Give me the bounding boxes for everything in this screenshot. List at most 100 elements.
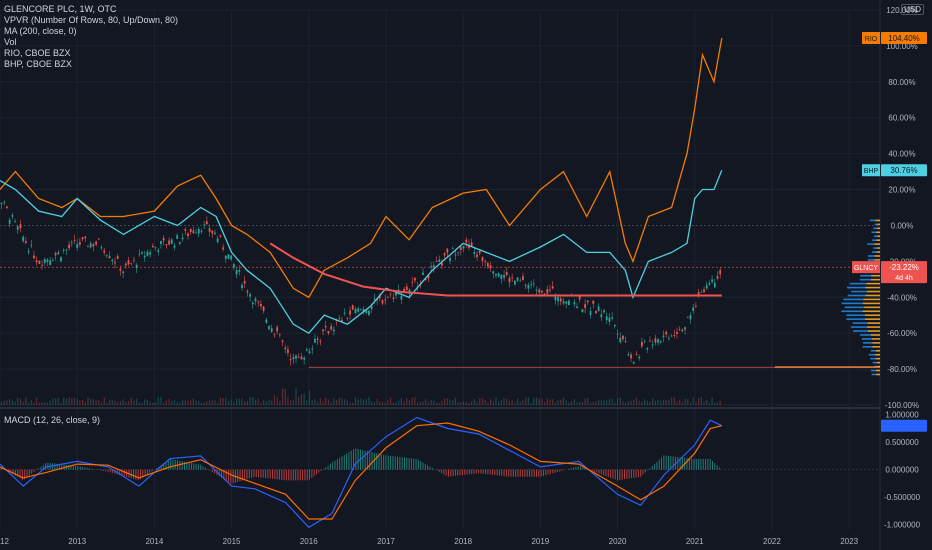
symbol-title[interactable]: GLENCORE PLC, 1W, OTC bbox=[4, 4, 117, 14]
candle-body bbox=[214, 232, 216, 235]
macd-histogram-bar bbox=[230, 469, 232, 484]
signal-line bbox=[0, 422, 722, 520]
candle-body bbox=[449, 257, 451, 262]
volume-bar bbox=[368, 397, 370, 405]
volume-bar bbox=[679, 399, 681, 405]
vpvr-bar-up bbox=[851, 290, 868, 293]
volume-indicator-label[interactable]: Vol bbox=[4, 37, 17, 47]
macd-histogram-bar bbox=[70, 465, 72, 470]
volume-bar bbox=[138, 402, 140, 405]
volume-bar bbox=[576, 402, 578, 405]
macd-histogram-bar bbox=[58, 464, 60, 470]
x-tick-label: 2020 bbox=[609, 537, 627, 546]
volume-bar bbox=[136, 398, 138, 405]
vpvr-bar-down bbox=[866, 282, 880, 285]
candle-body bbox=[338, 318, 341, 320]
candle-body bbox=[230, 255, 233, 260]
vpvr-bar-up bbox=[841, 302, 863, 305]
macd-histogram-bar bbox=[515, 469, 517, 477]
macd-histogram-bar bbox=[579, 466, 581, 470]
ma-indicator-label[interactable]: MA (200, close, 0) bbox=[4, 26, 77, 36]
macd-histogram-bar bbox=[688, 458, 690, 470]
macd-value-badge bbox=[881, 419, 927, 432]
candle-body bbox=[143, 255, 146, 258]
macd-histogram-bar bbox=[320, 469, 322, 471]
volume-bar bbox=[254, 399, 257, 405]
volume-bar bbox=[157, 397, 159, 405]
glncy-name-text: GLNCY bbox=[854, 265, 878, 272]
y-tick-label: -80.00% bbox=[887, 365, 917, 374]
candle-body bbox=[322, 329, 324, 332]
candle-body bbox=[319, 340, 322, 342]
volume-bar bbox=[292, 399, 294, 405]
macd-histogram-bar bbox=[681, 457, 683, 470]
volume-bar bbox=[611, 398, 613, 405]
macd-histogram-bar bbox=[89, 468, 91, 470]
macd-histogram-bar bbox=[269, 469, 271, 479]
macd-histogram-bar bbox=[218, 469, 220, 477]
macd-histogram-bar bbox=[461, 469, 463, 476]
rio-compare-label[interactable]: RIO, CBOE BZX bbox=[4, 48, 71, 58]
vpvr-bar-up bbox=[867, 255, 875, 257]
vpvr-bar-up bbox=[871, 231, 877, 234]
volume-bar bbox=[41, 402, 43, 405]
candle-body bbox=[370, 306, 373, 310]
candle-body bbox=[459, 247, 462, 251]
macd-y-tick-label: 0.000000 bbox=[885, 466, 919, 475]
candle-body bbox=[692, 307, 695, 311]
x-tick-label: 2023 bbox=[840, 537, 858, 546]
macd-histogram-bar bbox=[278, 469, 280, 480]
candle-body bbox=[703, 289, 705, 293]
volume-bar bbox=[454, 398, 457, 405]
volume-bar bbox=[560, 399, 562, 405]
candle-body bbox=[33, 255, 35, 259]
candle-body bbox=[27, 251, 30, 253]
macd-histogram-bar bbox=[635, 469, 637, 478]
candle-body bbox=[284, 347, 287, 350]
candle-body bbox=[222, 247, 224, 250]
macd-legend[interactable]: MACD (12, 26, close, 9) bbox=[4, 415, 101, 425]
candle-body bbox=[133, 259, 135, 261]
x-tick-label: 2017 bbox=[377, 537, 395, 546]
macd-histogram-bar bbox=[144, 469, 146, 477]
macd-histogram-bar bbox=[369, 451, 371, 470]
macd-histogram-bar bbox=[61, 464, 63, 470]
macd-histogram-bar bbox=[172, 459, 174, 470]
volume-bar bbox=[452, 400, 454, 405]
volume-bar bbox=[257, 398, 259, 405]
bhp-compare-label[interactable]: BHP, CBOE BZX bbox=[4, 59, 72, 69]
candle-body bbox=[694, 306, 697, 308]
macd-histogram-bar bbox=[255, 469, 257, 477]
vpvr-bar-down bbox=[876, 239, 880, 241]
vpvr-indicator-label[interactable]: VPVR (Number Of Rows, 80, Up/Down, 80) bbox=[4, 15, 179, 25]
currency-button[interactable]: USD bbox=[901, 4, 924, 15]
volume-bar bbox=[133, 400, 135, 405]
volume-bar bbox=[341, 398, 343, 405]
macd-histogram-bar bbox=[413, 458, 415, 470]
macd-histogram-bar bbox=[380, 454, 382, 470]
volume-bar bbox=[73, 398, 76, 405]
vpvr-bar-up bbox=[849, 282, 867, 285]
volume-bar bbox=[146, 400, 149, 405]
volume-bar bbox=[652, 398, 654, 405]
macd-histogram-bar bbox=[79, 466, 81, 470]
macd-histogram-bar bbox=[705, 458, 707, 470]
candle-body bbox=[95, 241, 98, 245]
macd-histogram-bar bbox=[661, 457, 663, 470]
vpvr-bar-down bbox=[872, 342, 880, 344]
rio-value-badge bbox=[881, 32, 927, 45]
candle-body bbox=[184, 229, 187, 231]
candle-body bbox=[373, 298, 376, 300]
volume-bar bbox=[14, 401, 16, 405]
volume-bar bbox=[84, 401, 86, 405]
macd-histogram-bar bbox=[390, 455, 392, 470]
vpvr-bar-down bbox=[864, 318, 880, 320]
candle-body bbox=[116, 256, 119, 259]
candle-body bbox=[300, 356, 303, 360]
macd-histogram-bar bbox=[403, 457, 405, 470]
candle-body bbox=[178, 242, 181, 244]
x-tick-label: 2015 bbox=[223, 537, 241, 546]
volume-bar bbox=[527, 397, 529, 405]
vpvr-bar-up bbox=[873, 235, 878, 238]
